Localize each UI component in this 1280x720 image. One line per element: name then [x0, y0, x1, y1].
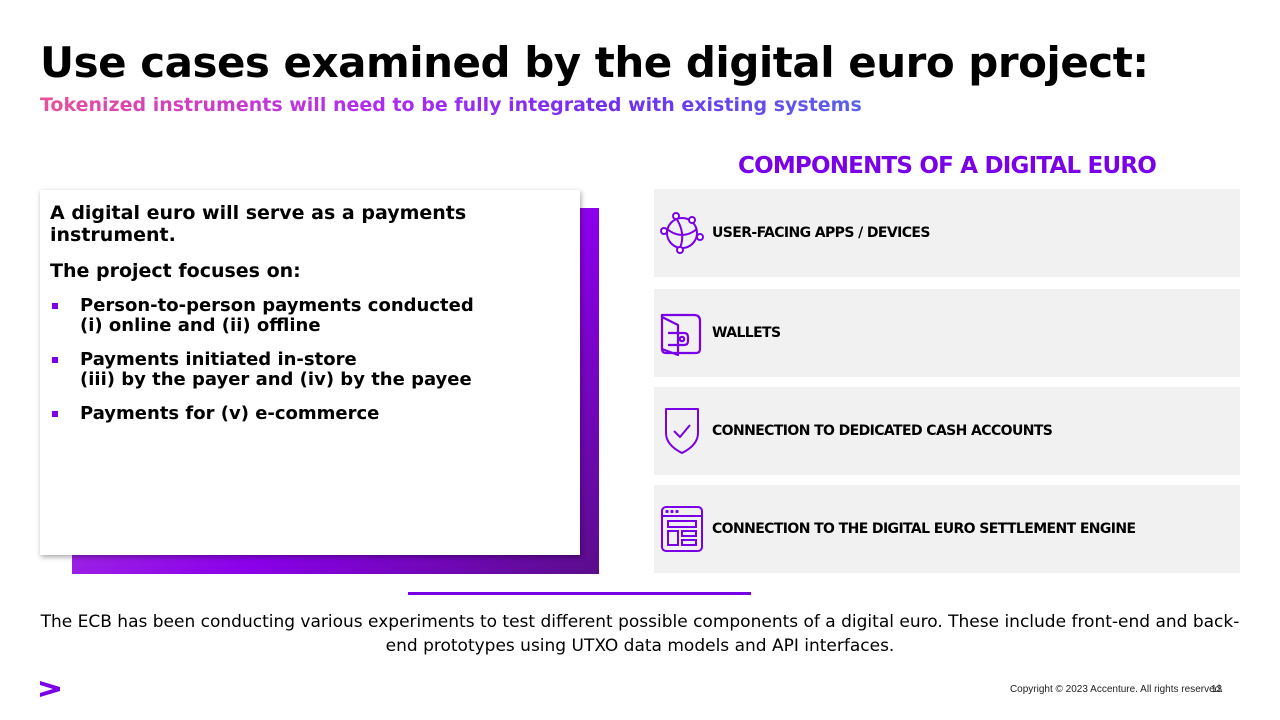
components-heading: COMPONENTS OF A DIGITAL EURO [738, 153, 1157, 179]
shield-check-icon [665, 408, 699, 454]
component-wallets: WALLETS [654, 289, 1240, 377]
component-label: CONNECTION TO THE DIGITAL EURO SETTLEMEN… [712, 521, 1136, 537]
list-item: Person-to-person payments conducted (i) … [50, 296, 570, 336]
browser-window-icon [661, 506, 703, 552]
network-globe-icon [660, 212, 704, 254]
copyright-notice: Copyright © 2023 Accenture. All rights r… [1009, 684, 1223, 695]
component-apps-devices: USER-FACING APPS / DEVICES [654, 189, 1240, 277]
use-case-list: Person-to-person payments conducted (i) … [50, 296, 570, 424]
slide-subtitle: Tokenized instruments will need to be fu… [40, 94, 862, 116]
component-label: USER-FACING APPS / DEVICES [712, 225, 930, 241]
component-cash-accounts: CONNECTION TO DEDICATED CASH ACCOUNTS [654, 387, 1240, 475]
page-number: 13 [1211, 684, 1223, 695]
card-focus-heading: The project focuses on: [50, 260, 301, 282]
section-divider [408, 592, 751, 595]
list-item: Payments initiated in-store (iii) by the… [50, 350, 570, 390]
use-cases-card: A digital euro will serve as a payments … [40, 190, 580, 555]
subtitle-text: Tokenized instruments will need to be fu… [40, 94, 862, 116]
component-label: CONNECTION TO DEDICATED CASH ACCOUNTS [712, 423, 1053, 439]
ecb-experiments-note: The ECB has been conducting various expe… [40, 612, 1240, 656]
component-settlement-engine: CONNECTION TO THE DIGITAL EURO SETTLEMEN… [654, 485, 1240, 573]
wallet-icon [660, 313, 702, 357]
slide-title: Use cases examined by the digital euro p… [40, 38, 1149, 87]
accenture-chevron-icon [40, 681, 60, 697]
card-intro: A digital euro will serve as a payments … [50, 202, 467, 246]
component-label: WALLETS [712, 325, 781, 341]
list-item: Payments for (v) e-commerce [50, 404, 570, 424]
